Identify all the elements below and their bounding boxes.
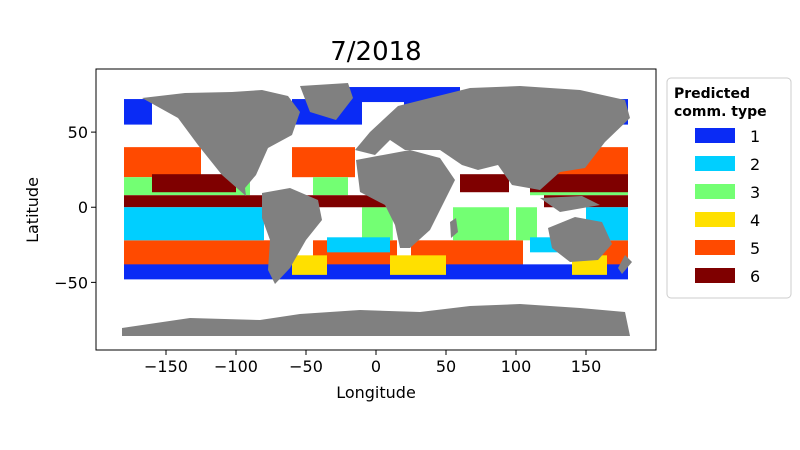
ocean-region-type-3 (313, 177, 348, 196)
landmass-new-zealand (618, 255, 632, 274)
landmass-north-america (142, 90, 300, 196)
ocean-region-type-1 (124, 99, 152, 125)
ocean-region-type-1 (334, 87, 460, 103)
legend-label-1: 1 (750, 127, 760, 146)
legend-label-4: 4 (750, 211, 760, 230)
y-tick-label: 0 (78, 198, 88, 217)
legend-swatch-3 (695, 184, 735, 199)
legend: Predicted comm. type 1 2 3 4 5 6 (666, 77, 792, 299)
ocean-region-type-3 (453, 207, 509, 241)
ocean-region-type-6 (306, 195, 390, 208)
x-tick-label: 50 (436, 357, 456, 376)
ocean-region-type-2 (124, 207, 264, 241)
landmass-madagascar (450, 218, 458, 238)
legend-swatch-6 (695, 268, 735, 283)
ocean-region-type-6 (460, 174, 509, 193)
legend-title-line-2: comm. type (674, 104, 767, 120)
legend-label-6: 6 (750, 267, 760, 286)
land-layer (122, 83, 632, 336)
ocean-region-type-2 (327, 237, 390, 253)
legend-swatch-5 (695, 240, 735, 255)
landmass-antarctica (122, 304, 630, 336)
ocean-region-type-5 (292, 147, 355, 178)
ocean-region-type-6 (124, 195, 264, 208)
y-axis-label: Latitude (23, 177, 42, 243)
landmass-indonesia (540, 196, 600, 212)
ocean-region-type-5 (124, 147, 201, 178)
ocean-region-type-4 (292, 255, 327, 275)
ocean-region-type-3 (516, 207, 537, 241)
x-tick-label: 100 (501, 357, 532, 376)
ocean-region-type-4 (390, 255, 446, 275)
ocean-region-type-6 (152, 174, 236, 193)
legend-swatch-2 (695, 156, 735, 171)
x-axis-label: Longitude (336, 383, 416, 402)
x-tick-label: −150 (144, 357, 188, 376)
y-tick-label: −50 (54, 273, 88, 292)
x-tick-label: −50 (289, 357, 323, 376)
y-axis-ticks: −50 0 50 (54, 123, 96, 292)
ocean-region-type-6 (530, 174, 628, 193)
landmass-eurasia (355, 86, 630, 190)
legend-label-3: 3 (750, 183, 760, 202)
landmass-greenland (300, 83, 353, 120)
landmass-australia (548, 217, 612, 262)
y-tick-label: 50 (68, 123, 88, 142)
landmass-south-america (262, 188, 322, 284)
legend-label-2: 2 (750, 155, 760, 174)
landmass-africa (356, 150, 455, 248)
legend-swatch-1 (695, 128, 735, 143)
ocean-prediction-layer (124, 87, 628, 280)
legend-title-line-1: Predicted (674, 86, 750, 102)
chart-title: 7/2018 (330, 37, 421, 67)
x-tick-label: −100 (214, 357, 258, 376)
x-tick-label: 150 (571, 357, 602, 376)
x-tick-label: 0 (371, 357, 381, 376)
x-axis-ticks: −150 −100 −50 0 50 100 150 (144, 350, 601, 376)
ocean-region-type-3 (362, 207, 393, 241)
legend-swatch-4 (695, 212, 735, 227)
map-plot-area (122, 83, 632, 336)
legend-label-5: 5 (750, 239, 760, 258)
legend-items: 1 2 3 4 5 6 (695, 127, 760, 286)
ocean-region-type-1 (124, 264, 628, 280)
